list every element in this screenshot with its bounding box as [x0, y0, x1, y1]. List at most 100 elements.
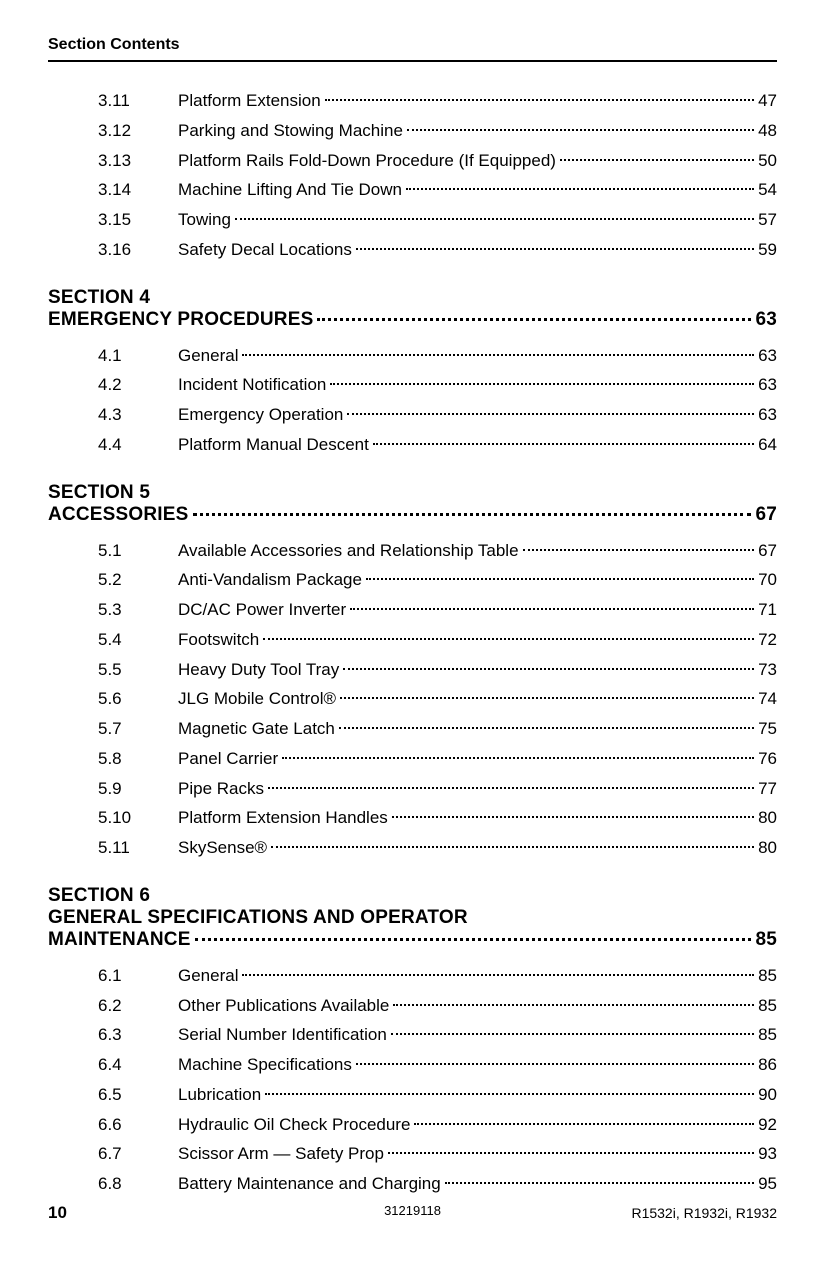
section-page: 63: [755, 309, 777, 331]
toc-title: Panel Carrier: [178, 744, 278, 774]
toc-title: Scissor Arm — Safety Prop: [178, 1139, 384, 1169]
section-label: SECTION 6: [48, 885, 777, 907]
toc-title: Platform Extension Handles: [178, 803, 388, 833]
toc-title: Machine Lifting And Tie Down: [178, 175, 402, 205]
section-heading: SECTION 5ACCESSORIES 67: [48, 482, 777, 526]
toc-title: Machine Specifications: [178, 1050, 352, 1080]
leader-dots: [271, 846, 754, 848]
toc-page: 63: [758, 400, 777, 430]
leader-dots: [195, 938, 752, 941]
toc-row: 6.4Machine Specifications 86: [48, 1050, 777, 1080]
toc-page: 59: [758, 235, 777, 265]
toc-title: Platform Extension: [178, 86, 321, 116]
table-of-contents: 3.11Platform Extension 473.12Parking and…: [48, 86, 777, 1199]
toc-row: 6.2Other Publications Available 85: [48, 991, 777, 1021]
leader-dots: [356, 1063, 754, 1065]
toc-page: 71: [758, 595, 777, 625]
toc-number: 6.6: [98, 1110, 178, 1140]
toc-title: Emergency Operation: [178, 400, 343, 430]
leader-dots: [373, 443, 754, 445]
footer-doc-number: 31219118: [384, 1203, 441, 1218]
leader-dots: [340, 697, 754, 699]
toc-page: 63: [758, 341, 777, 371]
toc-row: 6.3Serial Number Identification 85: [48, 1020, 777, 1050]
toc-row: 3.14Machine Lifting And Tie Down 54: [48, 175, 777, 205]
toc-page: 80: [758, 833, 777, 863]
toc-title: General: [178, 961, 238, 991]
leader-dots: [414, 1123, 754, 1125]
toc-number: 5.5: [98, 655, 178, 685]
toc-number: 3.13: [98, 146, 178, 176]
toc-row: 5.11SkySense® 80: [48, 833, 777, 863]
toc-title: Heavy Duty Tool Tray: [178, 655, 339, 685]
toc-row: 5.3DC/AC Power Inverter 71: [48, 595, 777, 625]
toc-number: 6.4: [98, 1050, 178, 1080]
section-title-line1: GENERAL SPECIFICATIONS AND OPERATOR: [48, 907, 777, 929]
toc-page: 80: [758, 803, 777, 833]
toc-page: 73: [758, 655, 777, 685]
toc-page: 76: [758, 744, 777, 774]
toc-number: 5.11: [98, 833, 178, 863]
toc-page: 95: [758, 1169, 777, 1199]
toc-page: 64: [758, 430, 777, 460]
toc-number: 4.2: [98, 370, 178, 400]
toc-row: 3.16Safety Decal Locations 59: [48, 235, 777, 265]
header-rule: [48, 60, 777, 62]
leader-dots: [407, 129, 754, 131]
toc-row: 6.7Scissor Arm — Safety Prop 93: [48, 1139, 777, 1169]
leader-dots: [523, 549, 755, 551]
toc-row: 5.4Footswitch 72: [48, 625, 777, 655]
toc-row: 5.6JLG Mobile Control® 74: [48, 684, 777, 714]
toc-title: DC/AC Power Inverter: [178, 595, 346, 625]
section-label: SECTION 4: [48, 287, 777, 309]
toc-number: 6.5: [98, 1080, 178, 1110]
toc-page: 74: [758, 684, 777, 714]
toc-row: 5.8Panel Carrier 76: [48, 744, 777, 774]
toc-row: 3.11Platform Extension 47: [48, 86, 777, 116]
toc-number: 5.10: [98, 803, 178, 833]
leader-dots: [263, 638, 754, 640]
leader-dots: [265, 1093, 754, 1095]
footer-page-number: 10: [48, 1203, 67, 1223]
toc-row: 5.2Anti-Vandalism Package 70: [48, 565, 777, 595]
toc-number: 5.6: [98, 684, 178, 714]
leader-dots: [330, 383, 754, 385]
toc-title: General: [178, 341, 238, 371]
section-page: 85: [755, 929, 777, 951]
toc-page: 50: [758, 146, 777, 176]
toc-title: Lubrication: [178, 1080, 261, 1110]
toc-page: 85: [758, 991, 777, 1021]
toc-number: 6.1: [98, 961, 178, 991]
toc-page: 48: [758, 116, 777, 146]
toc-title: Footswitch: [178, 625, 259, 655]
page: Section Contents 3.11Platform Extension …: [0, 0, 825, 1199]
toc-row: 5.10Platform Extension Handles 80: [48, 803, 777, 833]
toc-row: 3.12Parking and Stowing Machine 48: [48, 116, 777, 146]
toc-title: Incident Notification: [178, 370, 326, 400]
toc-number: 6.8: [98, 1169, 178, 1199]
toc-page: 47: [758, 86, 777, 116]
section-title: EMERGENCY PROCEDURES: [48, 309, 313, 331]
leader-dots: [242, 354, 754, 356]
toc-title: Magnetic Gate Latch: [178, 714, 335, 744]
leader-dots: [242, 974, 754, 976]
toc-number: 4.4: [98, 430, 178, 460]
footer-models: R1532i, R1932i, R1932: [631, 1205, 777, 1221]
toc-page: 85: [758, 1020, 777, 1050]
toc-row: 4.4Platform Manual Descent 64: [48, 430, 777, 460]
section-label: SECTION 5: [48, 482, 777, 504]
leader-dots: [392, 816, 754, 818]
toc-page: 70: [758, 565, 777, 595]
section-page: 67: [755, 504, 777, 526]
toc-page: 63: [758, 370, 777, 400]
leader-dots: [388, 1152, 754, 1154]
leader-dots: [406, 188, 754, 190]
toc-number: 3.14: [98, 175, 178, 205]
toc-number: 3.11: [98, 86, 178, 116]
toc-number: 6.3: [98, 1020, 178, 1050]
page-footer: 10 31219118 R1532i, R1932i, R1932: [0, 1203, 825, 1223]
toc-row: 5.9Pipe Racks 77: [48, 774, 777, 804]
leader-dots: [393, 1004, 754, 1006]
toc-page: 77: [758, 774, 777, 804]
toc-title: SkySense®: [178, 833, 267, 863]
